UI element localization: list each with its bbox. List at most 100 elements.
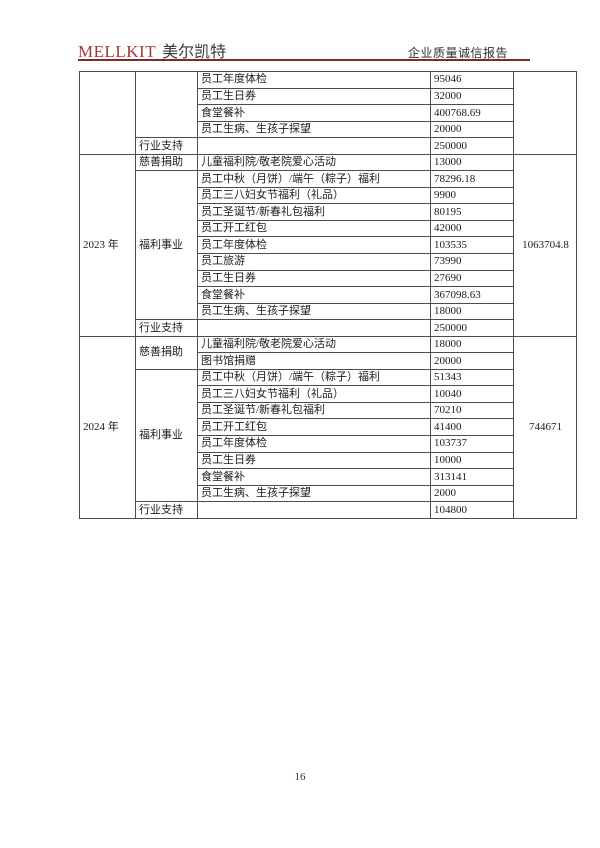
- item-cell: 员工开工红包: [197, 219, 431, 238]
- category-cell: 福利事业: [135, 368, 198, 503]
- amount-cell: 73990: [430, 253, 514, 271]
- total-cell: 744671: [513, 335, 577, 519]
- total-cell: 1063704.8: [513, 153, 577, 337]
- amount-cell: 20000: [430, 120, 514, 139]
- item-cell: 员工年度体检: [197, 236, 431, 255]
- amount-cell: 95046: [430, 71, 514, 89]
- table-row: 员工生病、生孩子探望 2000: [80, 484, 577, 503]
- year-cell: [79, 71, 136, 155]
- category-cell: 行业支持: [135, 319, 198, 337]
- year-cell: 2024 年: [79, 335, 136, 519]
- category-cell: 慈善捐助: [135, 335, 198, 370]
- item-cell: 员工生病、生孩子探望: [197, 302, 431, 321]
- brand-block: MELLKIT 美尔凯特: [78, 38, 226, 62]
- item-cell: [197, 319, 431, 337]
- amount-cell: 20000: [430, 352, 514, 370]
- table-row: 食堂餐补 367098.63: [80, 286, 577, 304]
- table-row: 员工生病、生孩子探望 18000: [80, 302, 577, 321]
- item-cell: 员工生日券: [197, 269, 431, 288]
- year-cell: 2023 年: [79, 153, 136, 337]
- amount-cell: 42000: [430, 219, 514, 238]
- item-cell: 食堂餐补: [197, 468, 431, 486]
- amount-cell: 13000: [430, 153, 514, 172]
- amount-cell: 41400: [430, 418, 514, 437]
- item-cell: 员工中秋（月饼）/端午（粽子）福利: [197, 368, 431, 387]
- table-row: 员工开工红包 41400: [80, 418, 577, 437]
- table-row: 食堂餐补 313141: [80, 468, 577, 486]
- amount-cell: 18000: [430, 302, 514, 321]
- table-row: 员工三八妇女节福利（礼品） 10040: [80, 385, 577, 403]
- item-cell: 员工三八妇女节福利（礼品）: [197, 186, 431, 205]
- page-header: MELLKIT 美尔凯特 企业质量诚信报告: [78, 38, 530, 62]
- amount-cell: 2000: [430, 484, 514, 503]
- table-row: 员工开工红包 42000: [80, 219, 577, 238]
- table-row: 食堂餐补 400768.69: [80, 104, 577, 122]
- total-cell: [513, 71, 577, 155]
- item-cell: 图书馆捐赠: [197, 352, 431, 370]
- category-cell: 行业支持: [135, 501, 198, 519]
- amount-cell: 18000: [430, 335, 514, 354]
- table-row: 员工旅游 73990: [80, 253, 577, 271]
- item-cell: 员工生病、生孩子探望: [197, 484, 431, 503]
- brand-logo-text: MELLKIT: [78, 42, 157, 61]
- table-row: 员工三八妇女节福利（礼品） 9900: [80, 186, 577, 205]
- table-row: 行业支持 250000: [80, 319, 577, 337]
- amount-cell: 27690: [430, 269, 514, 288]
- item-cell: 员工开工红包: [197, 418, 431, 437]
- table-row: 员工圣诞节/新春礼包福利 80195: [80, 203, 577, 221]
- amount-cell: 10040: [430, 385, 514, 403]
- amount-cell: 10000: [430, 451, 514, 470]
- brand-name-cn: 美尔凯特: [162, 44, 227, 61]
- item-cell: 食堂餐补: [197, 286, 431, 304]
- header-rule: [78, 59, 530, 61]
- category-cell: 福利事业: [135, 170, 198, 321]
- amount-cell: 313141: [430, 468, 514, 486]
- table-row: 员工生日券 10000: [80, 451, 577, 470]
- table-row: 行业支持 104800: [80, 501, 577, 519]
- item-cell: 员工圣诞节/新春礼包福利: [197, 401, 431, 420]
- amount-cell: 104800: [430, 501, 514, 519]
- table-row: 2023 年慈善捐助 儿童福利院/敬老院爱心活动 13000 1063704.8: [79, 153, 577, 337]
- amount-cell: 367098.63: [430, 286, 514, 304]
- item-cell: 员工圣诞节/新春礼包福利: [197, 203, 431, 221]
- table-row: 员工生日券 27690: [80, 269, 577, 288]
- amount-cell: 32000: [430, 87, 514, 106]
- amount-cell: 103737: [430, 435, 514, 453]
- item-cell: [197, 137, 431, 155]
- item-cell: 员工旅游: [197, 253, 431, 271]
- amount-cell: 70210: [430, 401, 514, 420]
- amount-cell: 9900: [430, 186, 514, 205]
- item-cell: [197, 501, 431, 519]
- table-row: 图书馆捐赠 20000: [80, 352, 577, 370]
- amount-cell: 250000: [430, 137, 514, 155]
- amount-cell: 250000: [430, 319, 514, 337]
- amount-cell: 103535: [430, 236, 514, 255]
- table-row: 员工生日券 32000: [80, 87, 577, 106]
- table-row: 福利事业 员工中秋（月饼）/端午（粽子）福利 51343: [80, 368, 577, 503]
- amount-cell: 80195: [430, 203, 514, 221]
- category-cell: 慈善捐助: [135, 153, 198, 172]
- amount-cell: 78296.18: [430, 170, 514, 188]
- amount-cell: 51343: [430, 368, 514, 387]
- item-cell: 儿童福利院/敬老院爱心活动: [197, 335, 431, 354]
- item-cell: 员工生日券: [197, 451, 431, 470]
- item-cell: 员工生病、生孩子探望: [197, 120, 431, 139]
- item-cell: 员工生日券: [197, 87, 431, 106]
- report-title: 企业质量诚信报告: [407, 46, 508, 60]
- category-cell: [135, 70, 198, 139]
- item-cell: 员工年度体检: [197, 435, 431, 453]
- table-row: 福利事业 员工中秋（月饼）/端午（粽子）福利 78296.18: [80, 170, 577, 321]
- table-row: 员工年度体检 103737: [80, 435, 577, 453]
- item-cell: 员工三八妇女节福利（礼品）: [197, 385, 431, 403]
- table-row: 行业支持 250000: [80, 137, 577, 155]
- item-cell: 员工年度体检: [197, 71, 431, 89]
- philanthropy-welfare-table: 员工年度体检 95046 员工生日券 32000 食堂餐补 400768.69 员工生病、生…: [79, 70, 577, 519]
- table-row: 2024 年慈善捐助 儿童福利院/敬老院爱心活动 18000 744671: [79, 335, 577, 519]
- item-cell: 儿童福利院/敬老院爱心活动: [197, 153, 431, 172]
- item-cell: 食堂餐补: [197, 104, 431, 122]
- page-number: 16: [294, 771, 306, 783]
- category-cell: 行业支持: [135, 137, 198, 155]
- item-cell: 员工中秋（月饼）/端午（粽子）福利: [197, 170, 431, 188]
- amount-cell: 400768.69: [430, 104, 514, 122]
